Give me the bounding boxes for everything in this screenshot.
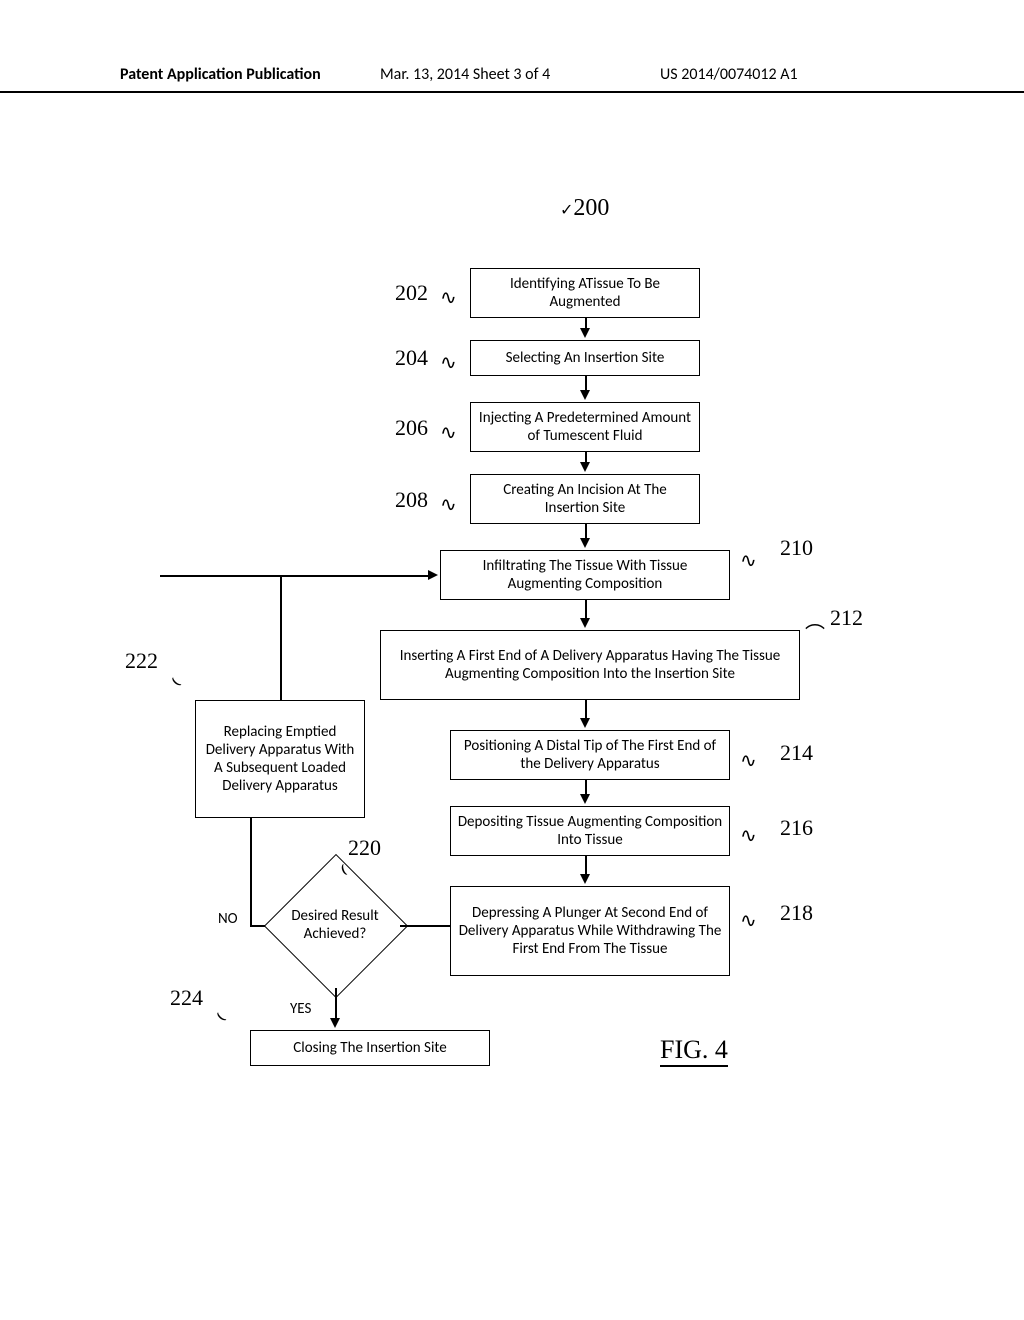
arrow-icon: [580, 462, 590, 472]
ref-206: 206: [395, 415, 428, 441]
ref-202: 202: [395, 280, 428, 306]
step-text: Depositing Tissue Augmenting Composition…: [457, 813, 723, 849]
decision-text-content: Desired Result Achieved?: [270, 907, 400, 943]
arrow-icon: [330, 1018, 340, 1028]
arrow-icon: [428, 570, 438, 580]
step-select-site: Selecting An Insertion Site: [470, 340, 700, 376]
arrow-icon: [580, 328, 590, 338]
ref-224: 224: [170, 985, 203, 1011]
step-text: Inserting A First End of A Delivery Appa…: [387, 647, 793, 683]
connector: [585, 318, 587, 328]
decision-no-label: NO: [218, 910, 238, 928]
arrow-icon: [580, 874, 590, 884]
tilde-icon: ⌒: [805, 618, 825, 647]
connector: [585, 524, 587, 538]
ref-218: 218: [780, 900, 813, 926]
figure-label: FIG. 4: [660, 1035, 728, 1067]
step-text: Identifying ATissue To Be Augmented: [477, 275, 693, 311]
step-deposit-composition: Depositing Tissue Augmenting Composition…: [450, 806, 730, 856]
ref-216: 216: [780, 815, 813, 841]
step-replace-apparatus: Replacing Emptied Delivery Apparatus Wit…: [195, 700, 365, 818]
ref-210: 210: [780, 535, 813, 561]
connector: [280, 575, 282, 700]
tilde-icon: ∿: [440, 492, 457, 517]
connector: [160, 575, 162, 576]
step-text: Positioning A Distal Tip of The First En…: [457, 737, 723, 773]
connector: [585, 780, 587, 794]
decision-text: Desired Result Achieved?: [270, 880, 400, 970]
connector: [400, 925, 450, 927]
step-text: Replacing Emptied Delivery Apparatus Wit…: [202, 723, 358, 795]
step-text: Closing The Insertion Site: [293, 1039, 446, 1057]
connector: [280, 575, 428, 577]
tilde-icon: ∿: [440, 350, 457, 375]
connector: [585, 376, 587, 390]
tilde-icon: ⌣: [209, 1003, 234, 1029]
step-depress-plunger: Depressing A Plunger At Second End of De…: [450, 886, 730, 976]
header-date-sheet: Mar. 13, 2014 Sheet 3 of 4: [380, 65, 550, 84]
step-position-tip: Positioning A Distal Tip of The First En…: [450, 730, 730, 780]
connector: [585, 856, 587, 874]
tilde-icon: ∿: [740, 823, 757, 848]
step-identify-tissue: Identifying ATissue To Be Augmented: [470, 268, 700, 318]
connector: [335, 988, 337, 1018]
step-close-site: Closing The Insertion Site: [250, 1030, 490, 1066]
step-create-incision: Creating An Incision At The Insertion Si…: [470, 474, 700, 524]
arrow-icon: [580, 794, 590, 804]
tilde-icon: ∿: [740, 908, 757, 933]
ref-220: 220: [348, 835, 381, 861]
ref-222: 222: [125, 648, 158, 674]
tilde-icon: ∿: [440, 285, 457, 310]
header-publication: Patent Application Publication: [120, 65, 321, 84]
diagram-ref-label: ✓200: [560, 195, 609, 222]
step-text: Infiltrating The Tissue With Tissue Augm…: [447, 557, 723, 593]
ref-208: 208: [395, 487, 428, 513]
connector: [585, 700, 587, 718]
step-insert-apparatus: Inserting A First End of A Delivery Appa…: [380, 630, 800, 700]
page-header: Patent Application Publication Mar. 13, …: [0, 85, 1024, 93]
tilde-icon: ∿: [740, 748, 757, 773]
arrow-icon: [580, 718, 590, 728]
step-text: Selecting An Insertion Site: [506, 349, 665, 367]
arrow-icon: [580, 618, 590, 628]
tilde-icon: ⌣: [164, 668, 189, 694]
arrow-icon: [580, 538, 590, 548]
ref-212: 212: [830, 605, 863, 631]
connector: [250, 818, 252, 926]
header-patent-number: US 2014/0074012 A1: [660, 65, 798, 84]
diagram-ref-text: 200: [573, 195, 609, 221]
step-text: Creating An Incision At The Insertion Si…: [477, 481, 693, 517]
ref-204: 204: [395, 345, 428, 371]
step-text: Injecting A Predetermined Amount of Tume…: [477, 409, 693, 445]
step-inject-fluid: Injecting A Predetermined Amount of Tume…: [470, 402, 700, 452]
connector: [160, 575, 280, 577]
connector: [585, 600, 587, 618]
connector: [250, 925, 265, 927]
tilde-icon: ∿: [740, 548, 757, 573]
step-text: Depressing A Plunger At Second End of De…: [457, 904, 723, 958]
ref-214: 214: [780, 740, 813, 766]
step-infiltrate-tissue: Infiltrating The Tissue With Tissue Augm…: [440, 550, 730, 600]
arrow-icon: [580, 390, 590, 400]
decision-yes-label: YES: [290, 1000, 311, 1018]
tilde-icon: ∿: [440, 420, 457, 445]
connector: [585, 452, 587, 462]
